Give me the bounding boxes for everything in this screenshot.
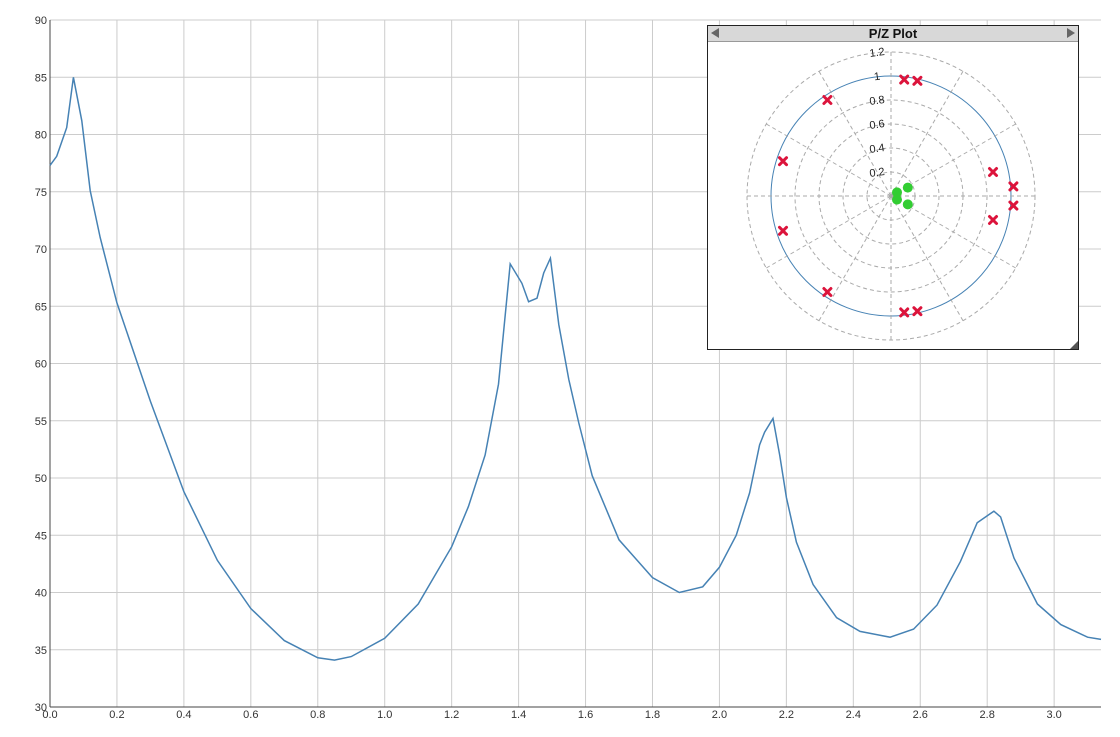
- y-tick-label: 50: [35, 473, 47, 485]
- y-tick-label: 65: [35, 301, 47, 313]
- x-tick-label: 2.4: [846, 709, 861, 721]
- axes: [49, 20, 1101, 708]
- polar-ring: [842, 147, 940, 245]
- y-tick-label: 85: [35, 72, 47, 84]
- y-tick-label: 75: [35, 187, 47, 199]
- radial-label: 1: [873, 71, 881, 84]
- polar-spoke: [890, 123, 1016, 197]
- zero-marker: [892, 187, 902, 198]
- x-tick-label: 0.2: [109, 709, 124, 721]
- y-tick-label: 55: [35, 416, 47, 428]
- y-tick-label: 60: [35, 359, 47, 371]
- x-tick-label: 2.0: [712, 709, 727, 721]
- radial-label: 1.2: [869, 46, 886, 60]
- x-tick-label: 2.6: [913, 709, 928, 721]
- pole-marker: [899, 74, 910, 85]
- radial-labels: 0.2 0.4 0.6 0.8 1 1.2: [869, 46, 886, 180]
- radial-label: 0.4: [869, 142, 886, 156]
- pole-marker: [912, 306, 923, 317]
- polar-ring: [794, 99, 988, 293]
- pole-stroke: [988, 215, 998, 225]
- polar-spoke: [890, 71, 964, 197]
- polar-grid: [746, 51, 1036, 341]
- pole-stroke: [778, 156, 788, 167]
- pole-marker: [1008, 200, 1019, 211]
- x-tick-label: 1.6: [578, 709, 593, 721]
- arrow-left-icon[interactable]: [711, 28, 719, 38]
- x-tick-label: 1.8: [645, 709, 660, 721]
- y-tick-label: 90: [35, 15, 47, 27]
- x-tick-label: 1.0: [377, 709, 392, 721]
- pz-plot-title: P/Z Plot: [868, 26, 918, 41]
- x-tick-label: 2.8: [980, 709, 995, 721]
- x-tick-label: 0.0: [42, 709, 57, 721]
- pz-plot-chart: 0.2 0.4 0.6 0.8 1 1.2: [746, 46, 1036, 341]
- radial-label: 0.2: [869, 166, 886, 180]
- y-tick-label: 80: [35, 130, 47, 142]
- tick-labels: 0.0 0.2 0.4 0.6 0.8 1.0 1.2 1.4 1.6 1.8 2.0 2.2 2.4 2…: [35, 15, 1062, 721]
- pole-stroke: [912, 306, 923, 317]
- series: [49, 77, 1102, 661]
- pole-zero-marks: [778, 74, 1019, 318]
- pole-stroke: [1008, 181, 1019, 192]
- y-tick-label: 40: [35, 588, 47, 600]
- y-tick-label: 35: [35, 645, 47, 657]
- pz-title-bar[interactable]: P/Z Plot: [708, 26, 1078, 42]
- x-tick-label: 0.6: [243, 709, 258, 721]
- x-tick-label: 3.0: [1046, 709, 1061, 721]
- zero-marker: [902, 199, 913, 210]
- x-tick-label: 0.8: [310, 709, 325, 721]
- polar-spoke: [818, 71, 892, 197]
- zero-marker: [902, 182, 913, 193]
- pole-stroke: [899, 307, 910, 318]
- pole-marker: [988, 167, 998, 177]
- y-tick-label: 45: [35, 530, 47, 542]
- pole-marker: [822, 287, 833, 297]
- pole-stroke: [822, 95, 833, 105]
- polar-spoke: [890, 195, 964, 321]
- y-tick-label: 70: [35, 244, 47, 256]
- resize-handle-icon[interactable]: [1070, 341, 1078, 349]
- x-tick-label: 2.2: [779, 709, 794, 721]
- x-tick-label: 1.2: [444, 709, 459, 721]
- pole-stroke: [912, 75, 923, 86]
- arrow-right-icon[interactable]: [1067, 28, 1075, 38]
- x-tick-label: 1.4: [511, 709, 526, 721]
- pole-stroke: [899, 74, 910, 85]
- pz-plot-panel[interactable]: P/Z Plot 0.2 0.4 0.6 0.8 1 1.2: [707, 25, 1079, 350]
- polar-spoke: [818, 195, 892, 321]
- pole-stroke: [988, 167, 998, 177]
- radial-label: 0.6: [869, 118, 886, 132]
- radial-label: 0.8: [869, 94, 886, 108]
- y-tick-label: 30: [35, 702, 47, 714]
- zero-marker: [892, 194, 902, 205]
- pole-marker: [822, 95, 833, 105]
- pole-marker: [778, 225, 788, 236]
- x-tick-label: 0.4: [176, 709, 191, 721]
- polar-spoke: [890, 195, 1016, 269]
- pole-marker: [1008, 181, 1019, 192]
- pole-stroke: [1008, 200, 1019, 211]
- pole-marker: [899, 307, 910, 318]
- magnitude-series-line: [49, 77, 1102, 661]
- pole-marker: [778, 156, 788, 167]
- pole-stroke: [822, 287, 833, 297]
- pole-marker: [912, 75, 923, 86]
- polar-spoke: [766, 195, 892, 269]
- pole-stroke: [778, 225, 788, 236]
- pole-marker: [988, 215, 998, 225]
- polar-spoke: [766, 123, 892, 197]
